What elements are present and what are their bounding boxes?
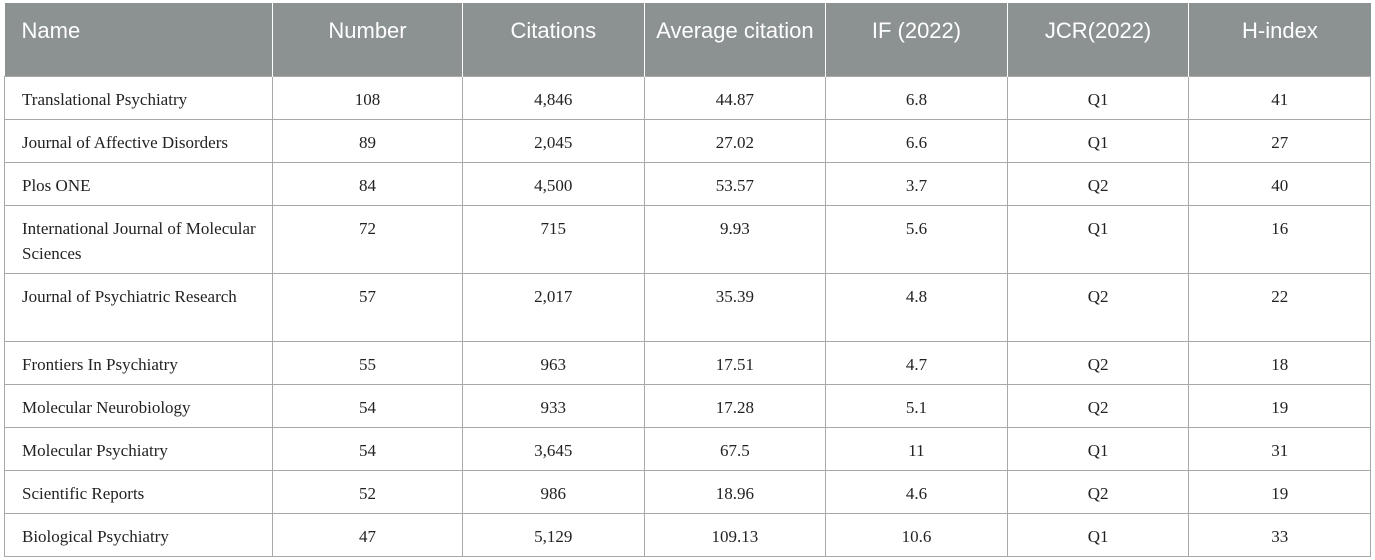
- cell-h-index: 41: [1188, 75, 1371, 120]
- cell-name: Translational Psychiatry: [4, 75, 273, 120]
- cell-if: 10.6: [825, 512, 1008, 557]
- cell-average-citation: 17.51: [643, 340, 827, 385]
- cell-if: 11: [825, 426, 1008, 471]
- cell-if: 3.7: [825, 161, 1008, 206]
- cell-h-index: 18: [1188, 340, 1371, 385]
- table-row: Molecular Psychiatry 54 3,645 67.5 11 Q1…: [4, 426, 1371, 471]
- table-row: Scientific Reports 52 986 18.96 4.6 Q2 1…: [4, 469, 1371, 514]
- cell-h-index: 31: [1188, 426, 1371, 471]
- cell-h-index: 33: [1188, 512, 1371, 557]
- cell-citations: 963: [462, 340, 645, 385]
- cell-average-citation: 18.96: [643, 469, 827, 514]
- header-h-index: H-index: [1188, 3, 1371, 76]
- cell-if: 4.7: [825, 340, 1008, 385]
- table-row: Biological Psychiatry 47 5,129 109.13 10…: [4, 512, 1371, 557]
- header-name: Name: [4, 3, 273, 76]
- cell-average-citation: 53.57: [643, 161, 827, 206]
- cell-average-citation: 109.13: [643, 512, 827, 557]
- cell-number: 84: [272, 161, 463, 206]
- cell-average-citation: 35.39: [643, 272, 827, 342]
- cell-name: Biological Psychiatry: [4, 512, 273, 557]
- journals-table: Name Number Citations Average citation I…: [4, 3, 1371, 557]
- table-row: Plos ONE 84 4,500 53.57 3.7 Q2 40: [4, 161, 1371, 206]
- cell-name: International Journal of Molecular Scien…: [4, 204, 273, 274]
- cell-jcr: Q2: [1006, 469, 1190, 514]
- cell-number: 54: [272, 426, 463, 471]
- cell-h-index: 19: [1188, 469, 1371, 514]
- cell-h-index: 40: [1188, 161, 1371, 206]
- cell-citations: 715: [462, 204, 645, 274]
- cell-if: 6.8: [825, 75, 1008, 120]
- cell-name: Journal of Affective Disorders: [4, 118, 273, 163]
- cell-citations: 5,129: [462, 512, 645, 557]
- cell-jcr: Q1: [1006, 512, 1190, 557]
- cell-name: Plos ONE: [4, 161, 273, 206]
- cell-average-citation: 27.02: [643, 118, 827, 163]
- cell-number: 57: [272, 272, 463, 342]
- cell-jcr: Q2: [1006, 340, 1190, 385]
- header-jcr: JCR(2022): [1007, 3, 1190, 76]
- cell-jcr: Q1: [1006, 426, 1190, 471]
- cell-citations: 2,045: [462, 118, 645, 163]
- cell-number: 72: [272, 204, 463, 274]
- header-average-citation: Average citation: [644, 3, 827, 76]
- cell-name: Scientific Reports: [4, 469, 273, 514]
- header-if: IF (2022): [825, 3, 1008, 76]
- table-row: Frontiers In Psychiatry 55 963 17.51 4.7…: [4, 340, 1371, 385]
- cell-h-index: 27: [1188, 118, 1371, 163]
- cell-jcr: Q1: [1006, 75, 1190, 120]
- cell-average-citation: 9.93: [643, 204, 827, 274]
- cell-h-index: 16: [1188, 204, 1371, 274]
- cell-if: 6.6: [825, 118, 1008, 163]
- cell-citations: 933: [462, 383, 645, 428]
- cell-if: 4.6: [825, 469, 1008, 514]
- header-number: Number: [272, 3, 463, 76]
- cell-citations: 2,017: [462, 272, 645, 342]
- cell-name: Frontiers In Psychiatry: [4, 340, 273, 385]
- cell-average-citation: 17.28: [643, 383, 827, 428]
- cell-jcr: Q1: [1006, 204, 1190, 274]
- cell-h-index: 19: [1188, 383, 1371, 428]
- cell-citations: 3,645: [462, 426, 645, 471]
- cell-if: 5.6: [825, 204, 1008, 274]
- cell-h-index: 22: [1188, 272, 1371, 342]
- table-row: Journal of Affective Disorders 89 2,045 …: [4, 118, 1371, 163]
- cell-jcr: Q2: [1006, 161, 1190, 206]
- cell-number: 108: [272, 75, 463, 120]
- header-citations: Citations: [462, 3, 645, 76]
- cell-citations: 4,846: [462, 75, 645, 120]
- cell-number: 47: [272, 512, 463, 557]
- table-row: International Journal of Molecular Scien…: [4, 204, 1371, 274]
- cell-if: 5.1: [825, 383, 1008, 428]
- cell-name: Journal of Psychiatric Research: [4, 272, 273, 342]
- cell-jcr: Q2: [1006, 383, 1190, 428]
- cell-number: 52: [272, 469, 463, 514]
- cell-number: 54: [272, 383, 463, 428]
- table-row: Molecular Neurobiology 54 933 17.28 5.1 …: [4, 383, 1371, 428]
- header-row: Name Number Citations Average citation I…: [4, 3, 1371, 76]
- cell-if: 4.8: [825, 272, 1008, 342]
- table-row: Translational Psychiatry 108 4,846 44.87…: [4, 75, 1371, 120]
- cell-average-citation: 67.5: [643, 426, 827, 471]
- cell-jcr: Q2: [1006, 272, 1190, 342]
- cell-name: Molecular Psychiatry: [4, 426, 273, 471]
- cell-jcr: Q1: [1006, 118, 1190, 163]
- cell-average-citation: 44.87: [643, 75, 827, 120]
- cell-name: Molecular Neurobiology: [4, 383, 273, 428]
- cell-number: 89: [272, 118, 463, 163]
- cell-number: 55: [272, 340, 463, 385]
- cell-citations: 986: [462, 469, 645, 514]
- table-row: Journal of Psychiatric Research 57 2,017…: [4, 272, 1371, 342]
- cell-citations: 4,500: [462, 161, 645, 206]
